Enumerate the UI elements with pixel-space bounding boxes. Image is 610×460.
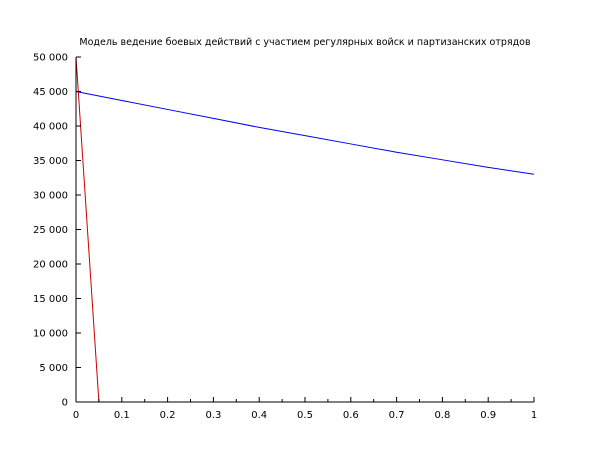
y-tick-label: 35 000 [33,156,68,167]
x-tick-label: 0 [73,410,79,421]
x-tick-label: 0.8 [434,410,450,421]
y-tick-label: 25 000 [33,225,68,236]
x-tick-label: 0.4 [251,410,267,421]
series-line-2 [75,56,534,403]
y-tick-label: 0 [62,398,68,409]
y-tick-label: 20 000 [33,260,68,271]
y-tick-label: 40 000 [33,122,68,133]
plot-area: 0 5 000 10 000 15 000 20 000 25 000 30 000 35 0… [33,53,537,422]
y-tick-label: 15 000 [33,294,68,305]
x-tick-label: 0.2 [160,410,176,421]
x-tick-label: 1 [531,410,537,421]
y-tick-label: 5 000 [39,363,68,374]
x-tick-label: 0.5 [297,410,313,421]
series-line-1 [75,91,535,175]
y-tick-label: 30 000 [33,191,68,202]
y-tick-label: 10 000 [33,329,68,340]
x-tick-label: 0.6 [343,410,359,421]
x-tick-label: 0.3 [205,410,221,421]
x-tick-label: 0.9 [480,410,496,421]
y-tick-label: 50 000 [33,53,68,64]
x-tick-label: 0.1 [114,410,130,421]
x-tick-label: 0.7 [389,410,405,421]
y-tick-label: 45 000 [33,87,68,98]
chart-title: Модель ведение боевых действий с участие… [79,37,531,48]
